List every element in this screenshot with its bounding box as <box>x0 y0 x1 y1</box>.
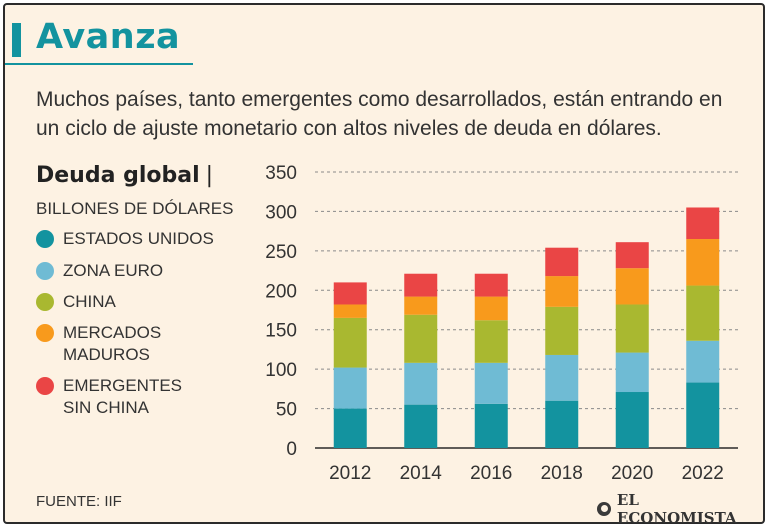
x-tick-label-2014: 2014 <box>400 463 443 484</box>
bar-2022-series-1 <box>686 340 720 383</box>
bar-2022-series-0 <box>686 382 720 448</box>
legend-label-estados-unidos: ESTADOS UNIDOS <box>63 229 214 248</box>
legend-swatch-china <box>36 293 54 311</box>
y-tick-label-150: 150 <box>265 321 297 342</box>
x-tick-label-2018: 2018 <box>541 463 583 484</box>
subtitle: Muchos países, tanto emergentes como des… <box>36 88 723 140</box>
bar-2016-series-2 <box>474 320 508 363</box>
headline: Avanza <box>36 17 181 57</box>
legend-swatch-emergentes-sin-china <box>36 377 54 395</box>
y-tick-label-50: 50 <box>276 400 297 421</box>
x-tick-label-2020: 2020 <box>611 463 653 484</box>
bar-2020-series-4 <box>615 242 649 269</box>
bar-2014-series-2 <box>404 314 438 363</box>
bar-2014-series-4 <box>404 273 438 297</box>
y-tick-label-100: 100 <box>265 360 297 381</box>
legend-label-china: CHINA <box>63 292 116 311</box>
bar-2022-series-2 <box>686 285 720 341</box>
chart-title-separator: | <box>205 163 214 188</box>
publisher-name: EL ECONOMISTA <box>616 491 737 527</box>
bar-2016-series-3 <box>474 296 508 321</box>
bar-2016-series-4 <box>474 273 508 297</box>
bar-2012-series-4 <box>333 282 367 305</box>
bar-2020-series-3 <box>615 268 649 305</box>
bar-2018-series-4 <box>545 247 579 277</box>
bar-2012-series-2 <box>333 317 367 368</box>
bar-2020-series-0 <box>615 392 649 448</box>
bar-2014-series-0 <box>404 404 438 448</box>
legend-label-mercados-maduros: MERCADOS MADUROS <box>63 323 162 364</box>
publisher-logo: EL ECONOMISTA <box>597 491 763 527</box>
infographic-card: Avanza Muchos países, tanto emergentes c… <box>3 3 765 527</box>
bar-2016-series-1 <box>474 362 508 404</box>
y-tick-label-0: 0 <box>286 439 297 460</box>
legend-swatch-mercados-maduros <box>36 324 54 342</box>
bar-2012-series-1 <box>333 367 367 409</box>
bar-2020-series-2 <box>615 304 649 353</box>
x-tick-label-2016: 2016 <box>470 463 512 484</box>
bar-2014-series-3 <box>404 296 438 315</box>
chart-title-text: Deuda global <box>36 163 200 188</box>
bar-2012-series-0 <box>333 408 367 448</box>
bar-2012-series-3 <box>333 304 367 318</box>
y-tick-label-250: 250 <box>265 242 297 263</box>
legend-swatch-estados-unidos <box>36 230 54 248</box>
bar-2020-series-1 <box>615 352 649 393</box>
headline-underline <box>5 63 193 65</box>
title-accent-bar <box>12 23 21 57</box>
x-tick-label-2012: 2012 <box>329 463 371 484</box>
y-tick-label-200: 200 <box>265 281 297 302</box>
chart-units-label: BILLONES DE DÓLARES <box>36 199 234 218</box>
legend-label-emergentes-sin-china: EMERGENTES SIN CHINA <box>63 376 183 417</box>
bar-2018-series-3 <box>545 276 579 307</box>
y-tick-label-300: 300 <box>265 202 297 223</box>
chart-title: Deuda global | <box>36 163 213 188</box>
bar-2022-series-4 <box>686 207 720 240</box>
bar-2018-series-2 <box>545 306 579 355</box>
legend-label-zona-euro: ZONA EURO <box>63 261 164 280</box>
publisher-logo-icon <box>597 502 611 516</box>
bar-2016-series-0 <box>474 403 508 448</box>
bar-2018-series-0 <box>545 400 579 448</box>
source-note: FUENTE: IIF <box>36 493 122 510</box>
legend-swatch-zona-euro <box>36 262 54 280</box>
y-tick-label-350: 350 <box>265 163 297 184</box>
bar-2022-series-3 <box>686 239 720 286</box>
x-tick-label-2022: 2022 <box>682 463 724 484</box>
stacked-bar-chart: 0 50 100 150 200 250 300 350 2012 2014 2016 2018 202… <box>265 163 738 484</box>
bar-2018-series-1 <box>545 354 579 401</box>
bar-2014-series-1 <box>404 362 438 405</box>
